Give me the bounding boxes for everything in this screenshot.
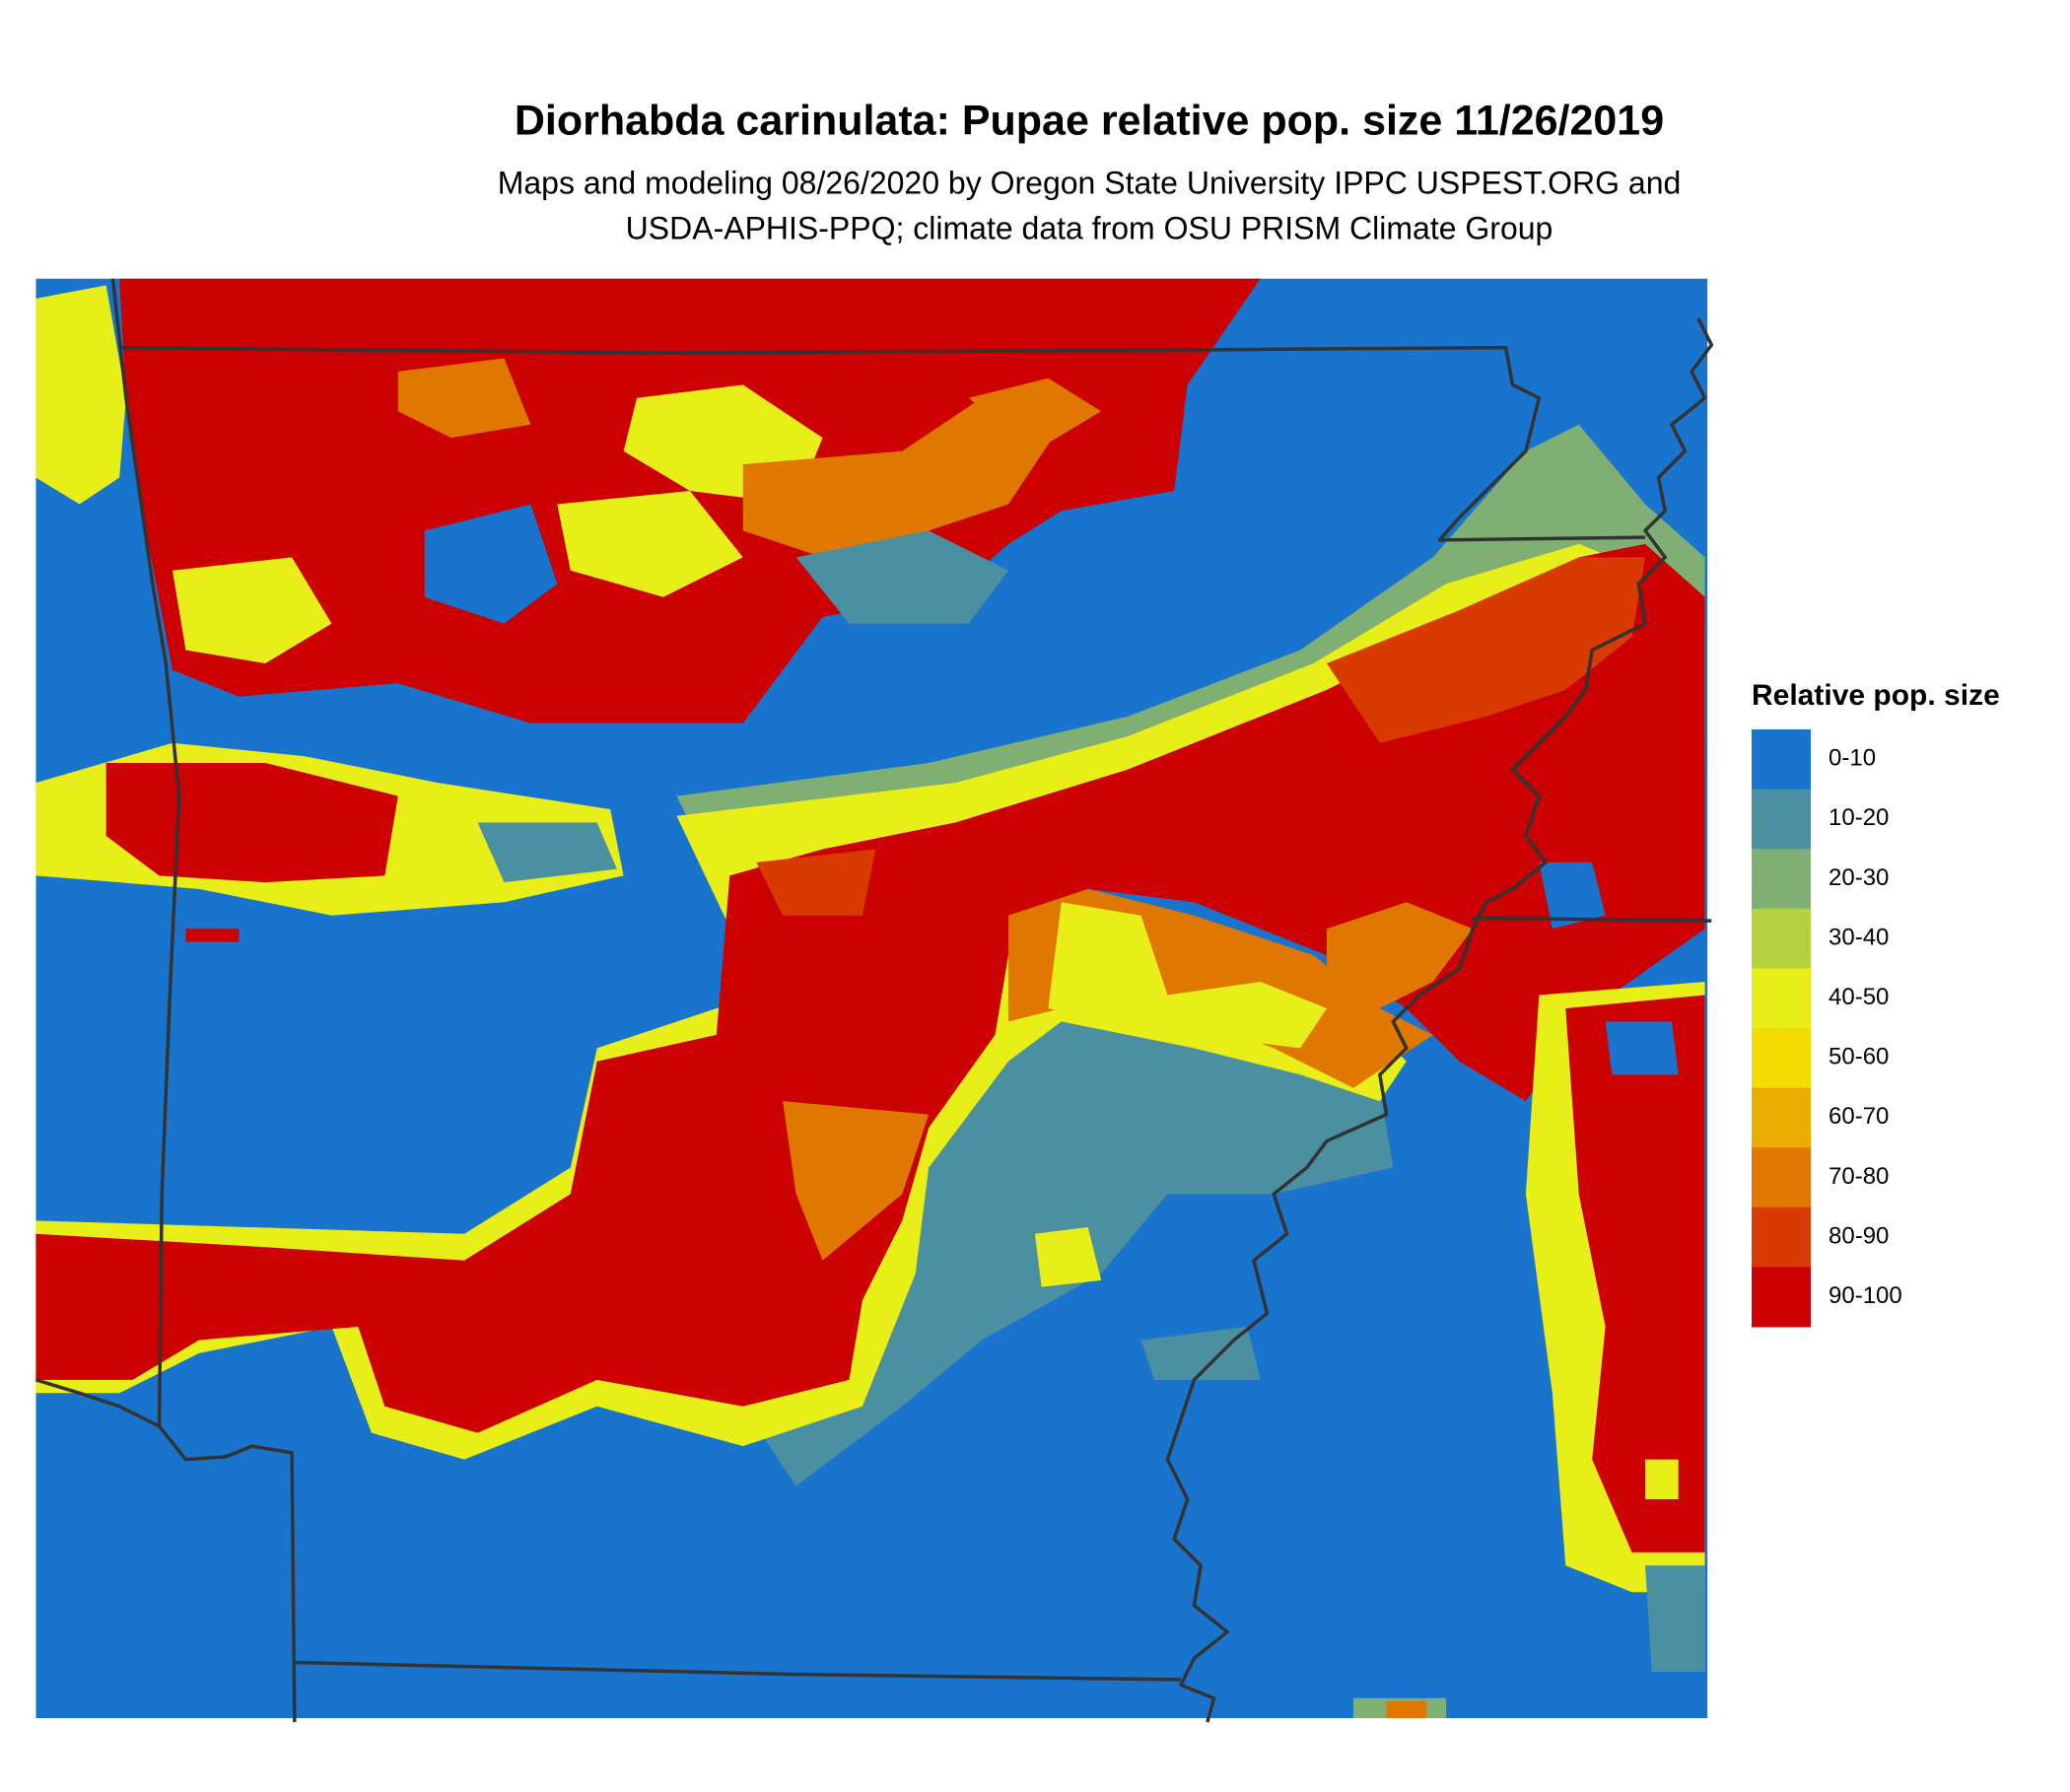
legend-label: 60-70 bbox=[1828, 1103, 1889, 1130]
map-subtitle: USDA-APHIS-PPQ; climate data from OSU PR… bbox=[626, 210, 1553, 245]
raster bbox=[35, 278, 1708, 1719]
legend-swatch bbox=[1752, 1267, 1811, 1328]
legend-swatch bbox=[1752, 789, 1811, 850]
legend-title: Relative pop. size bbox=[1752, 679, 2000, 712]
legend-swatch bbox=[1752, 1206, 1811, 1268]
legend-label: 50-60 bbox=[1828, 1044, 1889, 1070]
legend-label: 90-100 bbox=[1828, 1282, 1902, 1309]
state-boundary bbox=[34, 1378, 161, 1428]
legend-swatch bbox=[1752, 1087, 1811, 1148]
region bbox=[1386, 1700, 1426, 1719]
legend-label: 30-40 bbox=[1828, 924, 1889, 950]
region bbox=[477, 822, 617, 883]
region bbox=[968, 378, 1102, 451]
state-boundary bbox=[1473, 916, 1712, 923]
legend-swatch bbox=[1752, 1028, 1811, 1089]
state-boundary bbox=[110, 278, 297, 1723]
state-boundary bbox=[294, 1660, 1181, 1682]
region bbox=[783, 1101, 930, 1261]
legend-swatch bbox=[1752, 849, 1811, 910]
map bbox=[34, 278, 1714, 1723]
map-subtitle: Maps and modeling 08/26/2020 by Oregon S… bbox=[498, 165, 1682, 200]
region bbox=[1034, 1227, 1102, 1287]
boundaries bbox=[34, 278, 1714, 1723]
legend-label: 40-50 bbox=[1828, 984, 1889, 1010]
region bbox=[1327, 557, 1646, 743]
river-boundary bbox=[1165, 317, 1714, 1723]
legend-label: 10-20 bbox=[1828, 804, 1889, 831]
region bbox=[1565, 995, 1705, 1552]
region bbox=[424, 504, 558, 624]
region bbox=[397, 358, 531, 439]
region bbox=[172, 557, 332, 663]
region bbox=[185, 929, 240, 942]
legend-label: 80-90 bbox=[1828, 1222, 1889, 1249]
region bbox=[1327, 902, 1474, 1008]
legend-swatch bbox=[1752, 968, 1811, 1029]
region bbox=[756, 849, 876, 916]
region bbox=[1140, 1327, 1261, 1380]
map-title: Diorhabda carinulata: Pupae relative pop… bbox=[515, 97, 1664, 144]
region bbox=[35, 285, 126, 505]
region bbox=[1645, 1459, 1679, 1499]
legend-label: 0-10 bbox=[1828, 745, 1876, 772]
legend: 0-10 10-20 20-30 30-40 40-50 50-60 60-70 70-80 8… bbox=[1752, 729, 1902, 1328]
region bbox=[1539, 862, 1606, 930]
region bbox=[795, 530, 1008, 624]
legend-swatch bbox=[1752, 1147, 1811, 1208]
region bbox=[35, 543, 1705, 1433]
region bbox=[1605, 1021, 1679, 1075]
legend-swatch bbox=[1752, 729, 1811, 791]
region bbox=[557, 491, 743, 597]
legend-label: 20-30 bbox=[1828, 864, 1889, 891]
legend-swatch bbox=[1752, 908, 1811, 969]
region bbox=[742, 397, 1062, 558]
legend-label: 70-80 bbox=[1828, 1163, 1889, 1190]
state-boundary bbox=[119, 345, 1646, 542]
region bbox=[1048, 902, 1327, 1049]
region bbox=[1645, 1565, 1705, 1672]
